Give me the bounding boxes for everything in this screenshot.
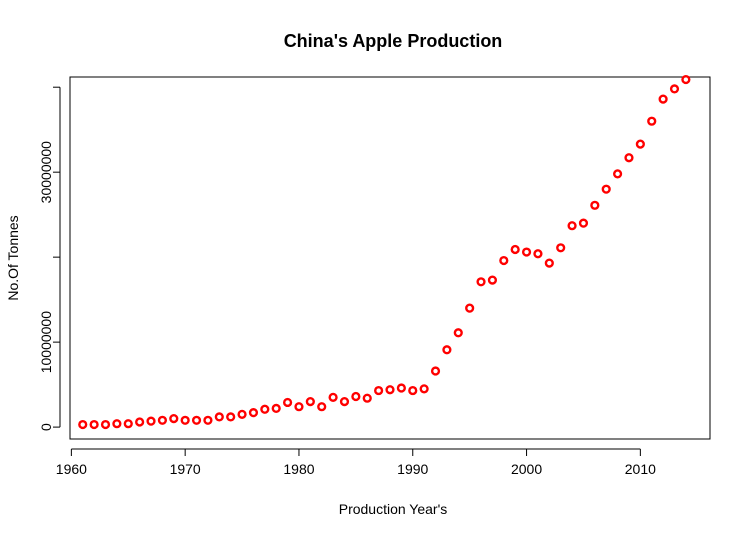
data-point bbox=[294, 402, 304, 412]
data-points bbox=[78, 74, 691, 430]
data-point bbox=[521, 247, 532, 257]
y-axis: 0 10000000 30000000 bbox=[38, 86, 61, 431]
data-point bbox=[374, 385, 384, 396]
data-point bbox=[476, 277, 486, 287]
data-point bbox=[271, 403, 281, 414]
data-point bbox=[339, 397, 350, 407]
data-point bbox=[499, 255, 509, 266]
data-point bbox=[419, 384, 429, 394]
data-point bbox=[226, 412, 236, 422]
x-axis-label: Production Year's bbox=[339, 501, 448, 517]
data-point bbox=[157, 415, 168, 425]
data-point bbox=[89, 419, 99, 430]
data-point bbox=[487, 275, 498, 285]
data-point bbox=[351, 391, 361, 402]
data-point bbox=[203, 415, 213, 425]
x-axis: 1960 1970 1980 1990 2000 2010 bbox=[56, 448, 656, 477]
x-tick-label: 1980 bbox=[283, 461, 314, 477]
data-point bbox=[135, 417, 145, 427]
data-point bbox=[112, 419, 122, 429]
data-point bbox=[123, 419, 133, 429]
data-point bbox=[191, 415, 202, 425]
y-axis-label: No.Of Tonnes bbox=[5, 215, 21, 300]
data-point bbox=[544, 258, 554, 268]
data-point bbox=[647, 116, 657, 126]
y-tick-label: 30000000 bbox=[38, 141, 54, 204]
data-point bbox=[248, 408, 259, 418]
data-point bbox=[169, 414, 179, 424]
data-point bbox=[556, 243, 566, 253]
x-tick-label: 2000 bbox=[511, 461, 542, 477]
data-point bbox=[260, 404, 270, 414]
data-point bbox=[465, 303, 475, 313]
data-point bbox=[510, 244, 520, 255]
data-point bbox=[282, 397, 293, 408]
data-point bbox=[453, 328, 463, 338]
chart-title: China's Apple Production bbox=[284, 31, 503, 51]
data-point bbox=[385, 385, 395, 395]
data-point bbox=[180, 415, 190, 425]
data-point bbox=[442, 345, 452, 355]
data-point bbox=[237, 409, 247, 419]
data-point bbox=[533, 249, 543, 259]
data-point bbox=[590, 200, 600, 210]
data-point bbox=[317, 402, 327, 412]
data-point bbox=[78, 419, 88, 430]
data-point bbox=[396, 383, 406, 393]
data-point bbox=[601, 184, 611, 194]
data-point bbox=[658, 94, 668, 104]
data-point bbox=[567, 221, 577, 231]
data-point bbox=[669, 84, 680, 94]
data-point bbox=[214, 412, 224, 422]
plot-frame bbox=[69, 76, 711, 440]
data-point bbox=[100, 419, 111, 430]
data-point bbox=[578, 218, 589, 228]
x-tick-label: 2010 bbox=[625, 461, 656, 477]
data-point bbox=[430, 366, 441, 376]
data-point bbox=[635, 139, 645, 149]
data-point bbox=[146, 416, 156, 426]
data-point bbox=[408, 385, 418, 396]
x-tick-label: 1970 bbox=[170, 461, 201, 477]
y-tick-label: 0 bbox=[38, 423, 54, 431]
data-point bbox=[362, 393, 372, 403]
x-tick-label: 1990 bbox=[397, 461, 428, 477]
data-point bbox=[624, 153, 634, 163]
y-tick-label: 10000000 bbox=[38, 311, 54, 374]
data-point bbox=[681, 74, 691, 85]
x-tick-label: 1960 bbox=[56, 461, 87, 477]
data-point bbox=[328, 392, 338, 402]
data-point bbox=[305, 397, 315, 407]
data-point bbox=[612, 169, 623, 179]
